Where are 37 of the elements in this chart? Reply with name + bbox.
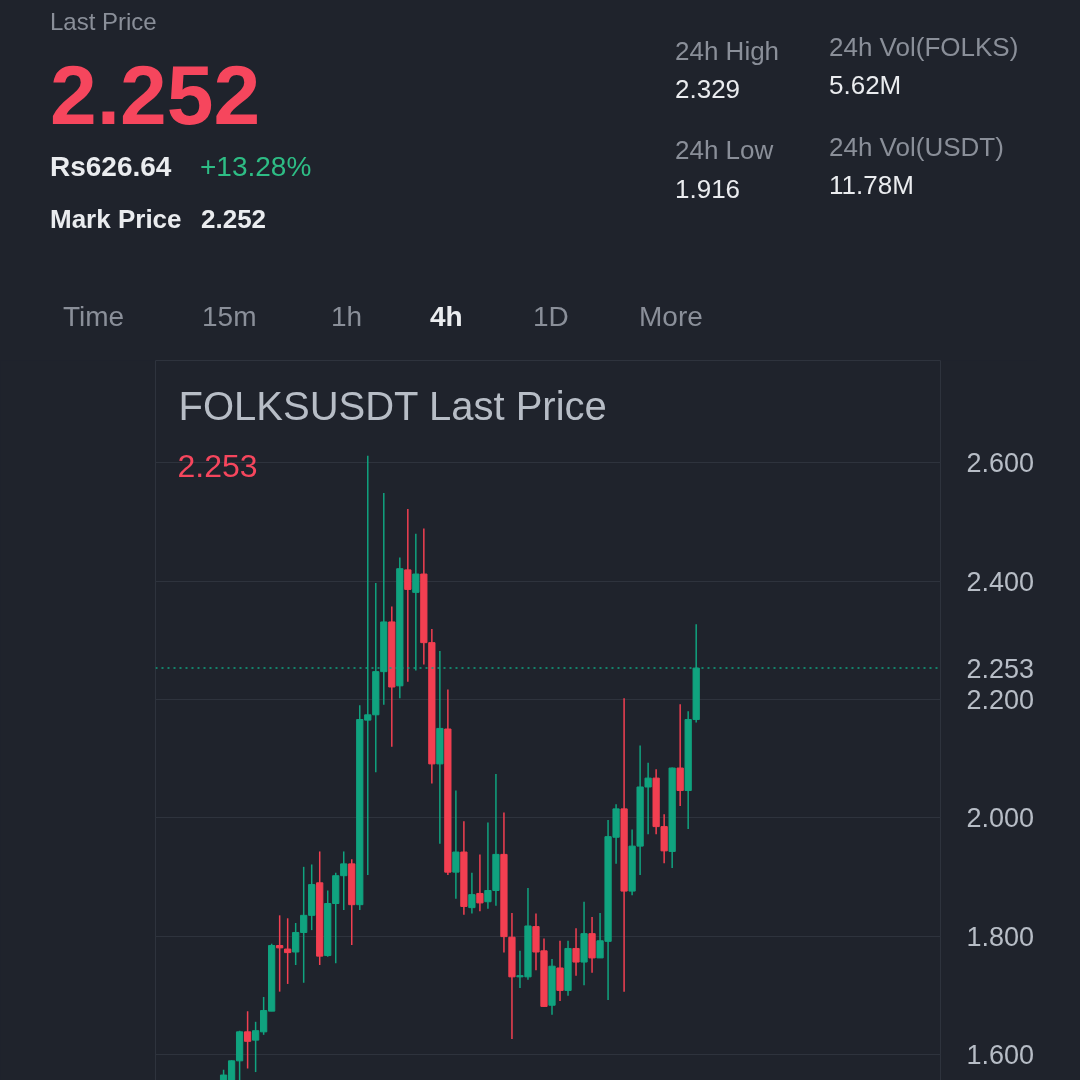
text: 4h <box>430 300 463 334</box>
candlestick <box>404 508 412 683</box>
ref-line-label: 2.253 <box>966 653 1035 684</box>
y-tick-label: 2.200 <box>966 684 1035 715</box>
text: 24h High <box>675 35 780 68</box>
candlestick <box>556 940 564 1002</box>
text: FOLKSUSDT Last Price <box>178 383 607 428</box>
candlestick <box>676 703 684 807</box>
text: 11.78M <box>829 169 914 202</box>
y-tick-label: 2.400 <box>966 566 1035 597</box>
text: +13.28% <box>200 150 312 184</box>
text: Time <box>63 300 125 334</box>
candlestick <box>572 927 580 977</box>
y-tick-label: 2.600 <box>966 448 1035 479</box>
text: 5.62M <box>829 69 902 102</box>
y-tick-label: 2.000 <box>966 803 1035 834</box>
text: 1D <box>533 300 569 334</box>
text: Rs626.64 <box>50 150 172 184</box>
candlestick <box>243 1010 252 1070</box>
text: 1h <box>331 300 363 334</box>
candlestick <box>452 789 460 900</box>
text: More <box>639 300 703 334</box>
text: Mark Price <box>50 203 182 236</box>
candlestick <box>476 853 484 912</box>
text: 2.252 <box>201 203 267 236</box>
text: 2.252 <box>50 48 261 142</box>
text: Last Price <box>50 7 157 37</box>
candlestick <box>468 871 476 915</box>
text: 2.329 <box>675 73 741 106</box>
y-tick-label: 1.600 <box>966 1039 1035 1070</box>
text: 1.916 <box>675 173 741 206</box>
text: 24h Vol(FOLKS) <box>829 31 1019 64</box>
text: 15m <box>202 300 257 334</box>
y-tick-label: 1.800 <box>966 921 1035 952</box>
text: 24h Low <box>675 134 774 167</box>
text: 24h Vol(USDT) <box>829 131 1004 164</box>
annotation: 2.253 <box>177 447 258 484</box>
